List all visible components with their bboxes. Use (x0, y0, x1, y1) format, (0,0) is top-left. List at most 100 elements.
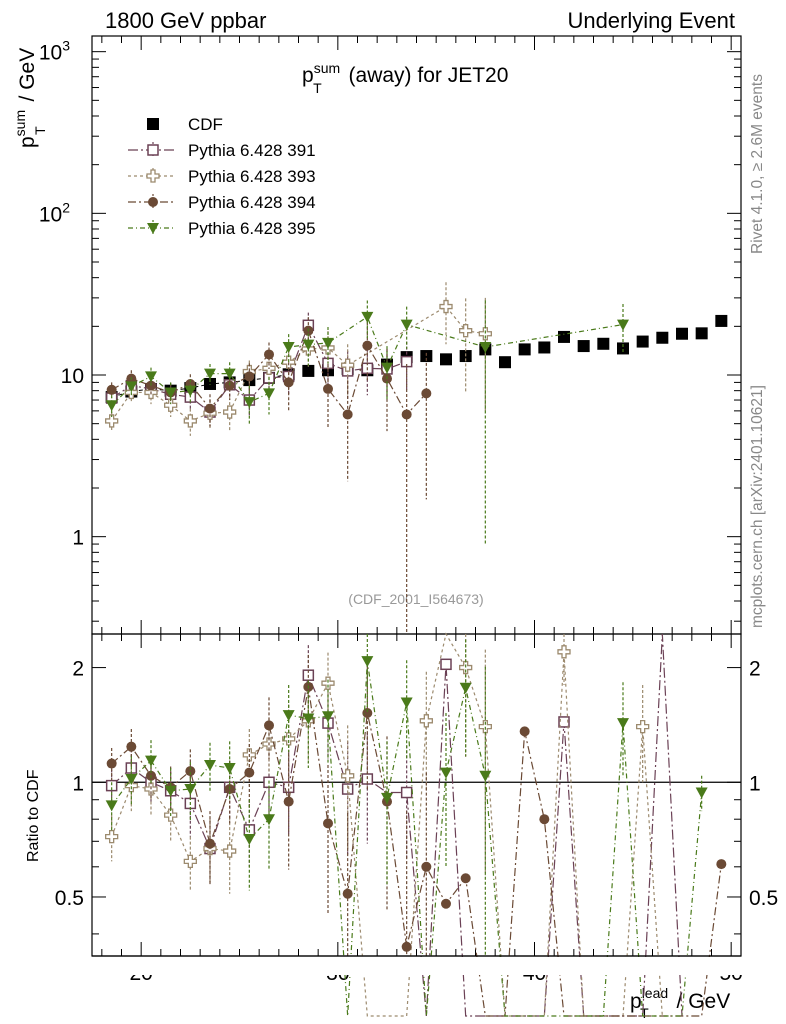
side-label-mcplots: mcplots.cern.ch [arXiv:2401.10621] (749, 385, 766, 628)
data-point-cdf (597, 337, 610, 350)
ratio-clip-cover (0, 957, 786, 975)
data-point-p395 (617, 319, 629, 331)
ratio-point-p394 (323, 818, 333, 829)
main-axes: 1 10 102 103 (39, 36, 741, 634)
ratio-point-p391 (558, 716, 570, 728)
data-point-cdf (695, 327, 708, 340)
ratio-point-p395 (263, 814, 275, 826)
main-title: psum T (away) for JET20 (302, 60, 508, 96)
ratio-point-p393 (419, 714, 433, 728)
ratio-point-p393 (282, 732, 296, 746)
ratio-point-p394 (126, 741, 137, 752)
data-point-cdf (636, 335, 649, 348)
data-point-p393 (183, 414, 197, 428)
ratio-point-p394 (519, 726, 530, 737)
data-point-p395 (322, 337, 334, 349)
data-point-p393 (439, 299, 453, 314)
ratio-point-p395 (282, 710, 295, 722)
ratio-point-p393 (183, 854, 197, 869)
ratio-point-p393 (636, 719, 650, 734)
ratio-point-p395 (361, 656, 374, 668)
legend-marker-p393 (146, 169, 160, 183)
ratio-point-p394 (716, 859, 727, 870)
ratio-point-p394 (205, 838, 215, 849)
data-point-p395 (263, 388, 275, 400)
data-point-cdf (676, 327, 688, 340)
ratio-point-p393 (478, 719, 492, 734)
data-point-cdf (518, 343, 531, 356)
ratio-series-group (0, 632, 786, 1017)
main-ylabel: psum T / GeV (12, 48, 48, 148)
data-point-p395 (381, 362, 393, 374)
data-point-cdf (656, 331, 669, 344)
ratio-point-p394 (539, 814, 550, 825)
ratio-point-p393 (124, 778, 138, 793)
ratio-point-p395 (145, 755, 157, 767)
data-point-p394 (342, 409, 353, 420)
ratio-point-p393 (223, 844, 237, 858)
data-point-cdf (499, 356, 511, 369)
data-point-p394 (401, 409, 412, 420)
ratio-point-p393 (321, 676, 335, 690)
header-left: 1800 GeV ppbar (105, 8, 266, 33)
ratio-point-p395 (440, 767, 452, 779)
data-point-cdf (577, 340, 590, 353)
ratio-point-p395 (459, 682, 472, 694)
ratio-axes: 0.50.5112220304050 (55, 634, 778, 985)
ratio-point-p395 (400, 697, 413, 709)
data-point-p393 (478, 327, 492, 341)
ratio-point-p395 (302, 713, 315, 725)
data-point-p395 (361, 311, 374, 323)
ratio-point-p395 (184, 784, 197, 796)
data-point-p393 (341, 358, 355, 372)
ratio-point-p394 (401, 941, 412, 952)
ratio-point-p394 (244, 767, 255, 778)
legend-marker-p394 (148, 197, 158, 207)
main-ytick-label: 1 (72, 527, 84, 550)
data-point-p393 (105, 414, 119, 428)
data-point-p394 (264, 349, 274, 360)
main-line-p393 (111, 305, 486, 422)
analysis-watermark: (CDF_2001_I564673) (348, 591, 483, 607)
main-ytick-label: 103 (39, 38, 70, 65)
data-point-p395 (184, 385, 197, 397)
legend-label-p394: Pythia 6.428 394 (188, 193, 316, 212)
legend-label-p395: Pythia 6.428 395 (188, 219, 316, 238)
ratio-point-p395 (204, 760, 216, 772)
ratio-point-p395 (223, 763, 236, 775)
ratio-point-p395 (322, 711, 334, 723)
ratio-point-p393 (105, 829, 119, 844)
data-point-p394 (283, 377, 294, 388)
ratio-point-p394 (460, 873, 471, 884)
main-series-group (105, 282, 728, 634)
data-point-p393 (459, 324, 473, 338)
x-axis-label: plead T / GeV (630, 985, 730, 1021)
data-point-p395 (243, 397, 256, 409)
data-point-cdf (538, 341, 551, 354)
ratio-ytick-label: 0.5 (55, 887, 84, 910)
legend-label-p391: Pythia 6.428 391 (188, 141, 316, 160)
data-point-p394 (244, 371, 255, 382)
ratio-point-p394 (342, 888, 353, 899)
ratio-point-p395 (243, 833, 256, 845)
ratio-point-p394 (441, 898, 451, 909)
ratio-point-p395 (479, 770, 492, 782)
ratio-ytick-label: 2 (72, 658, 84, 681)
data-point-p393 (223, 405, 237, 419)
data-point-p394 (362, 340, 373, 351)
data-point-cdf (302, 364, 315, 377)
data-point-p395 (105, 400, 118, 412)
ratio-line-p394 (111, 686, 722, 1017)
ratio-point-p394 (264, 720, 274, 731)
data-point-p395 (145, 371, 157, 383)
data-point-cdf (558, 330, 570, 343)
ratio-point-p395 (125, 774, 138, 786)
data-point-cdf (440, 353, 452, 366)
side-label-rivet: Rivet 4.1.0, ≥ 2.6M events (749, 74, 766, 254)
data-point-p395 (479, 342, 492, 354)
data-point-p394 (421, 388, 432, 399)
main-line-cdf (111, 373, 289, 398)
header-right: Underlying Event (567, 8, 735, 33)
main-line-p391 (111, 323, 407, 413)
ratio-ytick-label-right: 1 (749, 772, 761, 795)
